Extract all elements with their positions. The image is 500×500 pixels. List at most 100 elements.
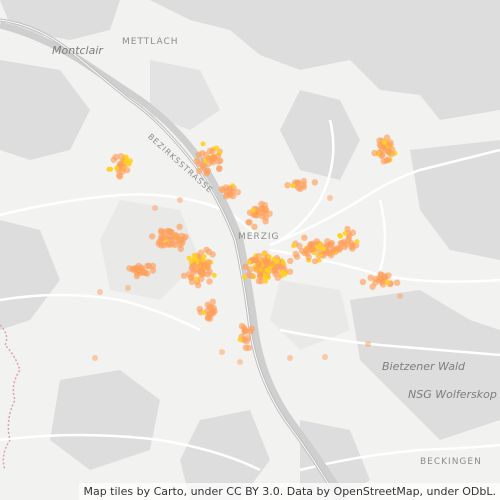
density-point bbox=[301, 234, 308, 241]
density-point bbox=[205, 248, 213, 255]
density-point bbox=[195, 282, 202, 289]
density-point bbox=[210, 154, 218, 161]
density-point bbox=[253, 266, 260, 273]
place-label-beckingen: BECKINGEN bbox=[420, 457, 482, 467]
density-point bbox=[376, 137, 383, 144]
density-point bbox=[252, 212, 259, 219]
density-point bbox=[385, 147, 392, 154]
density-point bbox=[238, 322, 246, 330]
density-point bbox=[322, 354, 328, 360]
density-point bbox=[191, 252, 197, 258]
density-point bbox=[328, 239, 335, 247]
density-point bbox=[266, 254, 272, 260]
density-point bbox=[316, 245, 322, 250]
density-point bbox=[264, 258, 271, 266]
density-point bbox=[108, 166, 114, 172]
density-point bbox=[224, 187, 231, 195]
density-point bbox=[138, 264, 145, 271]
density-point bbox=[387, 139, 394, 146]
density-point bbox=[365, 341, 371, 347]
place-label-montclair: Montclair bbox=[52, 44, 103, 57]
density-point bbox=[117, 163, 125, 170]
density-point bbox=[251, 223, 258, 230]
density-point bbox=[286, 268, 294, 275]
density-point bbox=[272, 270, 279, 278]
density-point bbox=[381, 139, 387, 145]
density-point bbox=[188, 258, 194, 264]
density-point bbox=[152, 205, 158, 211]
density-point bbox=[248, 272, 255, 280]
density-point bbox=[336, 246, 343, 253]
density-point bbox=[197, 249, 205, 256]
density-point bbox=[209, 148, 216, 155]
density-point bbox=[97, 289, 103, 295]
density-point bbox=[376, 277, 383, 284]
place-label-bietzener-wald: Bietzener Wald bbox=[382, 360, 466, 373]
density-point bbox=[196, 268, 204, 275]
density-point bbox=[311, 179, 318, 186]
density-point bbox=[200, 257, 206, 263]
density-point bbox=[158, 229, 165, 236]
density-point bbox=[287, 257, 294, 265]
density-point bbox=[309, 246, 316, 253]
density-point bbox=[110, 156, 118, 163]
density-point bbox=[237, 359, 243, 365]
density-point bbox=[149, 267, 157, 274]
density-point bbox=[280, 269, 286, 275]
density-point bbox=[172, 231, 179, 239]
density-point bbox=[280, 260, 286, 266]
density-point bbox=[257, 270, 264, 277]
density-point bbox=[242, 263, 249, 270]
density-point bbox=[211, 272, 217, 278]
density-point bbox=[188, 278, 196, 286]
density-point bbox=[327, 252, 335, 259]
density-point bbox=[293, 253, 301, 260]
density-point bbox=[287, 355, 293, 361]
density-point bbox=[196, 160, 203, 167]
density-point bbox=[296, 242, 303, 250]
density-point bbox=[349, 229, 357, 236]
place-label-merzig: MERZIG bbox=[238, 232, 280, 242]
density-point bbox=[250, 207, 256, 213]
density-point bbox=[379, 281, 387, 288]
density-point bbox=[242, 344, 249, 351]
density-point bbox=[311, 257, 319, 265]
density-point bbox=[246, 259, 252, 265]
density-point bbox=[194, 276, 200, 282]
density-point bbox=[177, 197, 183, 203]
density-point bbox=[327, 195, 333, 201]
density-point bbox=[349, 242, 356, 249]
density-points bbox=[92, 134, 403, 365]
density-point bbox=[291, 243, 297, 249]
density-point bbox=[133, 268, 140, 275]
density-point bbox=[262, 274, 268, 280]
density-point bbox=[234, 189, 241, 196]
density-point bbox=[290, 183, 296, 189]
density-point bbox=[176, 241, 184, 248]
density-point bbox=[274, 258, 280, 264]
density-point bbox=[214, 145, 219, 151]
density-point bbox=[297, 185, 304, 193]
density-point bbox=[123, 155, 129, 160]
density-point bbox=[166, 232, 174, 240]
density-point bbox=[255, 260, 262, 267]
density-point bbox=[354, 239, 360, 245]
density-point bbox=[216, 165, 223, 172]
density-point bbox=[241, 336, 249, 343]
density-point bbox=[255, 252, 263, 260]
density-point bbox=[176, 237, 183, 244]
density-point bbox=[149, 262, 157, 270]
density-point bbox=[176, 223, 183, 230]
density-point bbox=[188, 265, 195, 272]
density-point bbox=[123, 166, 131, 174]
density-point bbox=[338, 233, 343, 239]
density-point bbox=[344, 225, 351, 233]
density-point bbox=[378, 152, 385, 160]
density-point bbox=[125, 285, 131, 291]
density-point bbox=[367, 274, 374, 281]
density-point bbox=[92, 355, 98, 361]
state-border bbox=[0, 324, 21, 471]
density-point bbox=[245, 219, 252, 226]
